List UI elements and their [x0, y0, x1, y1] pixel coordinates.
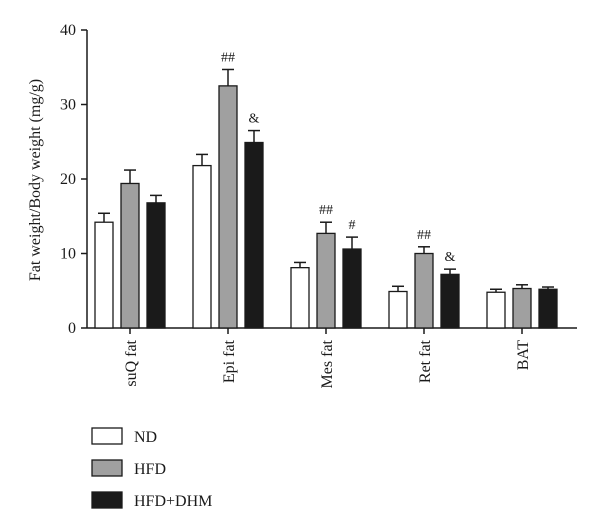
bar: [538, 288, 558, 329]
y-tick-label: 20: [60, 171, 76, 188]
bar: [316, 232, 336, 329]
y-tick-label: 40: [60, 22, 76, 39]
legend-swatch: [91, 427, 123, 445]
x-category-label: BAT: [515, 340, 532, 370]
significance-label: ##: [319, 203, 333, 218]
significance-label: #: [349, 218, 356, 233]
bar: [218, 85, 238, 329]
significance-label: &: [249, 112, 260, 127]
bar: [512, 287, 532, 329]
legend: ND HFD HFD+DHM: [91, 427, 212, 510]
annotations: ##&#####&: [221, 50, 456, 265]
legend-label: HFD+DHM: [134, 493, 212, 510]
bar: [192, 164, 212, 329]
y-tick-label: 30: [60, 97, 76, 114]
bar: [120, 182, 140, 329]
y-tick-label: 0: [68, 320, 76, 337]
legend-label: ND: [134, 429, 157, 446]
legend-label: HFD: [134, 461, 166, 478]
bar: [440, 273, 460, 329]
x-category-label: Ret fat: [417, 339, 434, 383]
x-category-label: Epi fat: [221, 339, 238, 383]
y-axis-label: Fat weight/Body weight (mg/g): [27, 79, 44, 281]
bar: [290, 267, 310, 329]
bars: [94, 68, 558, 329]
x-category-label: Mes fat: [319, 339, 336, 388]
y-tick-label: 10: [60, 246, 76, 263]
legend-swatch: [91, 491, 123, 509]
bar: [146, 202, 166, 329]
x-category-label: suQ fat: [123, 339, 140, 386]
bar: [244, 141, 264, 329]
y-axis: 0 10 20 30 40: [60, 22, 88, 337]
bar: [486, 291, 506, 329]
bar: [388, 290, 408, 329]
significance-label: ##: [417, 228, 431, 243]
x-axis: suQ fat Epi fat Mes fat Ret fat BAT: [87, 327, 577, 388]
bar: [94, 221, 114, 329]
bar: [414, 252, 434, 329]
significance-label: &: [445, 250, 456, 265]
bar: [342, 248, 362, 329]
legend-swatch: [91, 459, 123, 477]
significance-label: ##: [221, 50, 235, 65]
